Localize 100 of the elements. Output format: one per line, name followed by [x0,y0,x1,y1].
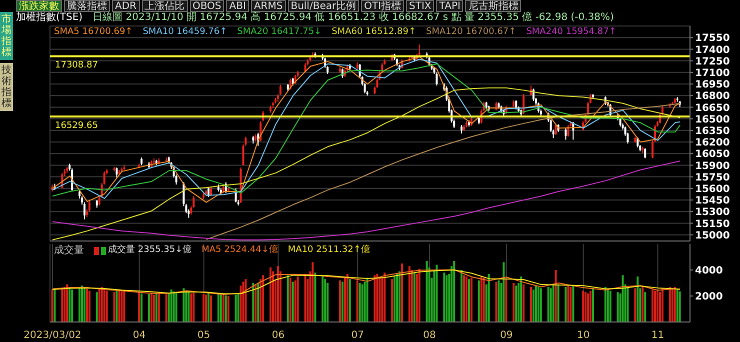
bar [587,293,590,322]
text: OBOS [190,0,224,12]
bar [398,271,401,322]
bar [358,283,361,322]
bar [470,278,472,322]
bar [547,286,550,322]
bar [364,282,366,322]
line-series [52,160,681,240]
bar [408,266,410,322]
ref-line-label: 16529.65 [55,120,98,131]
x-tick-label: 04 [132,330,146,341]
bar [564,286,567,322]
bar [188,292,190,322]
bar [460,270,463,322]
candlestick [567,124,570,138]
text: TAPI [436,0,464,12]
candlestick [116,167,118,178]
bar [446,275,448,322]
bar [292,282,294,322]
bar [205,294,208,322]
candlestick [103,170,106,186]
bar [286,275,289,322]
bar [592,288,594,322]
bar [537,286,540,322]
bar [113,292,116,322]
bar [120,291,123,322]
y-tick-label: 17250 [695,56,730,68]
bar [68,288,71,322]
bar [678,291,681,322]
candlestick [98,196,100,206]
bar [210,295,212,322]
bar [116,290,118,322]
bar [158,292,160,322]
bar [515,286,518,322]
bar [175,292,178,322]
candlestick [644,148,646,159]
bar [361,284,364,322]
bar [540,288,542,322]
text: ABI [226,0,249,12]
y-axis-title: 成交量 [54,245,84,256]
y-tick-label: 15450 [695,196,730,207]
text: SMA5 16700.69↑ [54,27,133,38]
bar [401,264,404,322]
x-tick-label: 08 [423,330,436,341]
candlestick [304,62,306,73]
bar [54,288,56,322]
bar [152,294,155,322]
bar [671,288,674,322]
bar [488,274,490,322]
text: ARMS [250,0,286,12]
bar [394,276,396,322]
bar [466,276,468,322]
x-tick-label: 06 [272,330,285,341]
bar [118,290,120,322]
y-tick-label: 16950 [695,80,730,91]
bar [138,292,140,322]
bar [244,279,247,322]
text: 騰落指標 [64,0,110,12]
side-tab: 市場指標 [0,12,13,60]
bar [304,274,306,322]
bar [81,286,84,322]
bar [410,270,413,322]
bar [374,275,376,322]
bar [324,279,326,322]
bar [185,290,188,322]
bar [634,288,636,322]
bar [642,286,644,322]
bar [322,276,324,322]
candlestick [515,100,518,110]
bar [426,260,428,322]
y-tick-label: 15600 [695,184,730,195]
bar [237,294,240,322]
text: SMA60 16512.89↑ [332,27,416,38]
bar [202,294,205,322]
ref-line-label: 17308.87 [55,60,98,71]
bar [190,293,192,322]
bar [344,278,346,322]
bar [220,294,222,322]
bar [100,286,103,322]
candlestick [436,72,438,86]
bar [604,286,606,322]
candlestick [564,128,567,140]
bar [276,266,279,322]
bar [413,272,416,322]
bar [658,292,661,322]
bar [51,290,54,322]
legend-label: 成交量 2355.35↓億 [107,245,192,256]
y-tick-label: 15750 [695,172,730,184]
bar [312,262,314,322]
bar [609,290,612,322]
bar [170,290,172,322]
bar [217,294,220,322]
text: ADR [112,0,140,12]
chart-subtitle: 日線圖 2023/11/10 開 16725.94 高 16725.94 低 16651.23 收 16682.67 s 點 量 2355.35 億 -62.98 (-0.38%) [92,12,614,23]
bar [590,290,592,322]
bar [654,290,656,322]
bar [294,280,296,322]
bar [522,284,525,322]
bar [668,286,671,322]
bar [66,284,68,322]
